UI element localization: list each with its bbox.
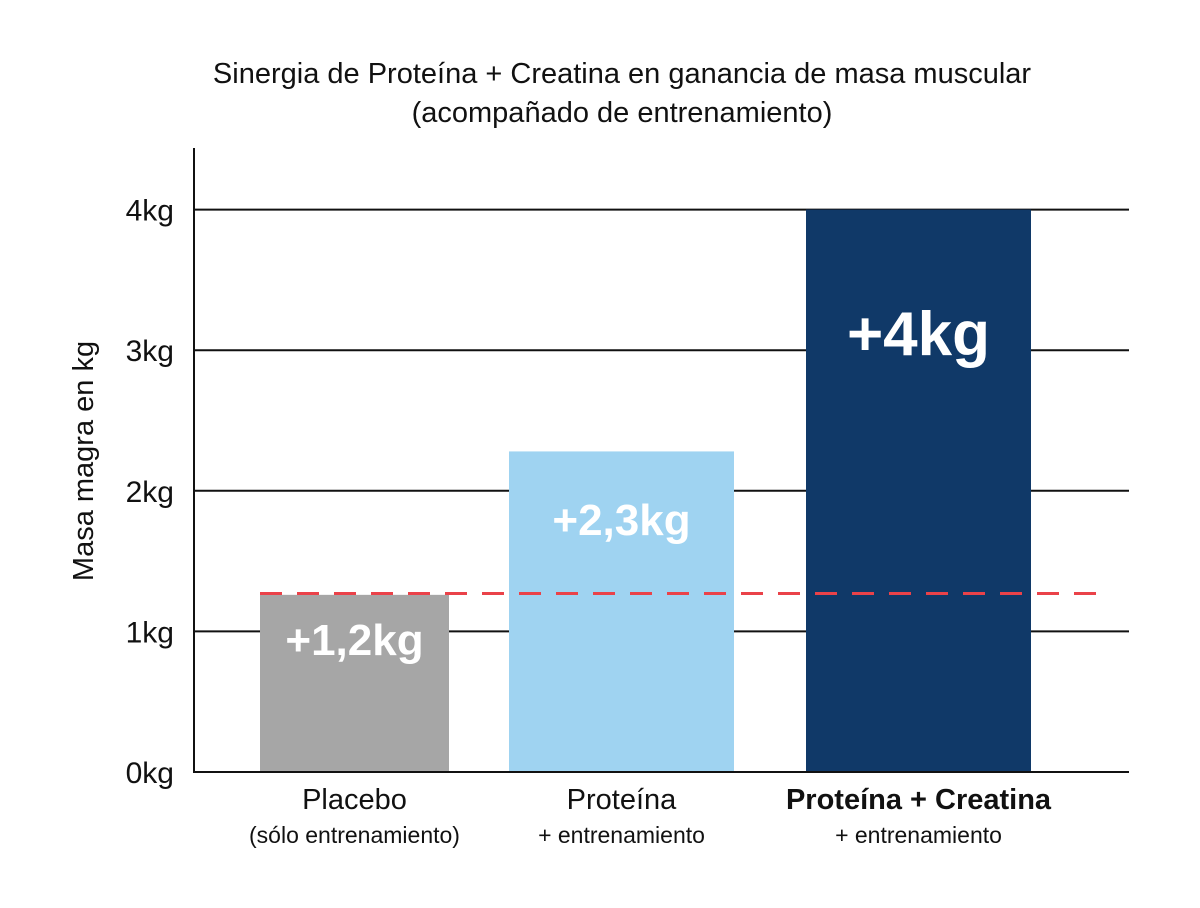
y-tick-label: 2kg: [126, 476, 174, 509]
x-tick-label: Proteína + Creatina: [786, 784, 1052, 816]
x-tick-sublabel: + entrenamiento: [538, 822, 705, 848]
y-tick-label: 1kg: [126, 616, 174, 649]
y-tick-label: 4kg: [126, 195, 174, 228]
y-tick-label: 0kg: [126, 757, 174, 790]
chart-title: Sinergia de Proteína + Creatina en ganan…: [213, 58, 1031, 90]
x-tick-label: Proteína: [567, 784, 677, 816]
y-tick-label: 3kg: [126, 335, 174, 368]
bar: [509, 451, 734, 772]
x-tick-label: Placebo: [302, 784, 407, 816]
data-label: +4kg: [847, 300, 990, 369]
x-tick-sublabel: (sólo entrenamiento): [249, 822, 460, 848]
bar: [806, 209, 1031, 773]
y-axis-label: Masa magra en kg: [68, 341, 100, 581]
x-tick-sublabel: + entrenamiento: [835, 822, 1002, 848]
chart-subtitle: (acompañado de entrenamiento): [412, 97, 833, 129]
data-label: +1,2kg: [285, 616, 423, 665]
bar: [260, 594, 449, 772]
data-label: +2,3kg: [552, 496, 690, 545]
